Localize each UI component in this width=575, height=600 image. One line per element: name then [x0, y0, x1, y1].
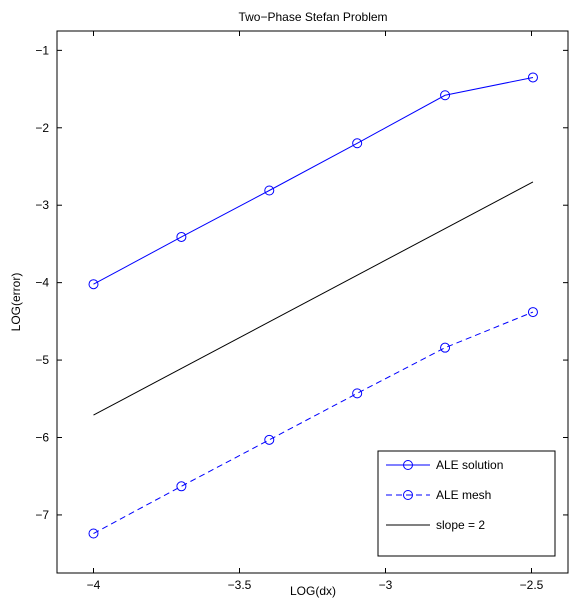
y-tick-label: −7	[35, 508, 49, 522]
chart-title: Two−Phase Stefan Problem	[238, 10, 387, 24]
x-tick-label: −2.5	[520, 578, 544, 592]
legend-marker	[403, 490, 413, 500]
data-point	[176, 481, 187, 492]
x-axis: −4 −3.5 −3 −2.5	[87, 31, 544, 592]
y-axis-label: LOG(error)	[9, 273, 23, 332]
data-point	[527, 72, 538, 83]
legend: ALE solution ALE mesh slope = 2	[377, 450, 556, 557]
legend-label: slope = 2	[436, 518, 485, 532]
y-tick-label: −4	[35, 276, 49, 290]
x-axis-label: LOG(dx)	[290, 584, 336, 598]
y-tick-label: −3	[35, 198, 49, 212]
data-point	[440, 90, 451, 101]
legend-label: ALE solution	[436, 458, 503, 472]
x-tick-label: −3	[379, 578, 393, 592]
data-point	[264, 434, 275, 445]
legend-label: ALE mesh	[436, 488, 491, 502]
data-point	[88, 528, 99, 539]
legend-box	[377, 450, 556, 557]
data-point	[176, 231, 187, 242]
y-tick-label: −2	[35, 121, 49, 135]
data-point	[527, 307, 538, 318]
data-point	[352, 388, 363, 399]
data-point	[352, 138, 363, 149]
y-axis: −7 −6 −5 −4 −3 −2 −1	[35, 43, 568, 522]
series-layer	[88, 72, 538, 539]
legend-marker	[403, 460, 413, 470]
series-line-2	[93, 181, 534, 416]
x-tick-label: −4	[87, 578, 101, 592]
y-tick-label: −1	[35, 43, 49, 57]
data-point	[88, 279, 99, 290]
data-point	[440, 342, 451, 353]
x-tick-label: −3.5	[228, 578, 252, 592]
data-point	[264, 185, 275, 196]
series-line-1	[93, 311, 534, 534]
y-tick-label: −6	[35, 431, 49, 445]
series-line-0	[93, 76, 534, 285]
y-tick-label: −5	[35, 353, 49, 367]
